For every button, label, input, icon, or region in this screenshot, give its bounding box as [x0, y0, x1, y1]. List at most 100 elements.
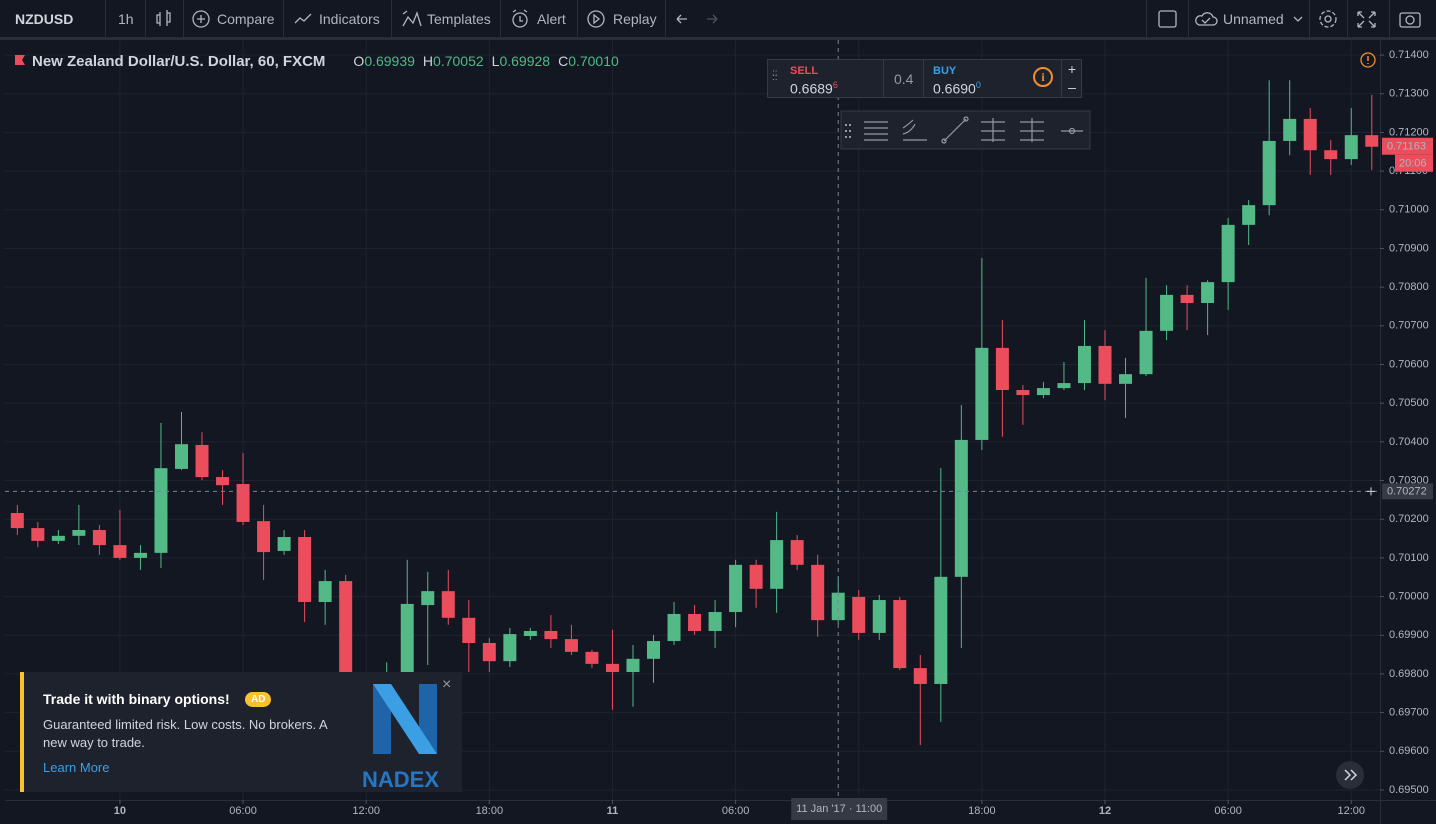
candle-body	[934, 576, 948, 684]
ohlc-key: L	[491, 53, 500, 69]
alert-icon	[512, 12, 528, 28]
candle-body	[31, 528, 45, 541]
drawing-tools	[845, 116, 1083, 144]
buy-pip: 0	[975, 80, 981, 90]
ohlc-key: O	[353, 53, 365, 69]
legend-title[interactable]: New Zealand Dollar/U.S. Dollar, 60, FXCM	[32, 52, 326, 70]
ad-logo	[373, 684, 437, 754]
toolbar-icons	[156, 9, 1421, 28]
ohlc-key: C	[558, 53, 569, 69]
separator	[883, 60, 884, 97]
candle-body	[893, 600, 907, 669]
candle-body	[688, 613, 702, 631]
candle-body	[1242, 205, 1256, 225]
crosshair-time-label: 11 Jan '17 · 11:00	[796, 803, 882, 815]
candle-body	[790, 540, 804, 565]
cloud-icon	[1195, 12, 1218, 26]
alert-button[interactable]: Alert	[537, 11, 566, 27]
logo-stroke	[373, 684, 437, 754]
layout-name[interactable]: Unnamed	[1223, 11, 1284, 27]
candle-body	[441, 591, 455, 618]
x-tick-label: 12	[1099, 805, 1111, 817]
interval[interactable]: 1h	[118, 11, 134, 27]
candle-body	[626, 658, 640, 672]
candle-body	[1221, 224, 1235, 283]
ad-link[interactable]: Learn More	[43, 760, 110, 775]
separator	[391, 0, 392, 38]
y-tick-label: 0.70000	[1389, 590, 1429, 602]
separator	[183, 0, 184, 38]
candle-body	[174, 444, 188, 469]
candle-body	[1057, 383, 1071, 389]
y-tick-label: 0.70400	[1389, 436, 1429, 448]
candle-body	[708, 612, 722, 631]
compare-button[interactable]: Compare	[217, 11, 275, 27]
y-tick-label: 0.71200	[1389, 126, 1429, 138]
candle-body	[462, 617, 476, 643]
scroll-icon	[1344, 769, 1358, 781]
candle-body	[852, 596, 866, 633]
candle-body	[1344, 135, 1358, 160]
y-tick-label: 0.69900	[1389, 629, 1429, 641]
sell-price[interactable]: 0.66896	[790, 80, 838, 97]
tool-fan	[902, 119, 927, 141]
ohlc-key: H	[422, 53, 434, 69]
y-tick-label: 0.70600	[1389, 358, 1429, 370]
candle-body	[1180, 294, 1194, 304]
candle-body	[544, 630, 558, 640]
candle-body	[51, 535, 65, 541]
y-tick-label: 0.70800	[1389, 281, 1429, 293]
separator	[1188, 0, 1189, 38]
separator	[283, 0, 284, 38]
candle-body	[523, 630, 537, 637]
candle-body	[154, 468, 168, 553]
x-tick-label: 12:00	[1338, 805, 1366, 817]
y-tick-label: 0.71400	[1389, 49, 1429, 61]
separator	[1309, 0, 1310, 38]
candle-body	[10, 513, 24, 529]
ad-body: Guaranteed limited risk. Low costs. No b…	[43, 717, 327, 750]
buy-label[interactable]: BUY	[933, 65, 957, 77]
drag-handle: ::::	[772, 68, 778, 83]
candle-body	[318, 581, 332, 602]
separator	[500, 0, 501, 38]
last-price-tag	[1382, 137, 1433, 155]
candle-body	[1365, 135, 1379, 147]
y-tick-label: 0.70700	[1389, 320, 1429, 332]
ad-close[interactable]: ×	[442, 676, 452, 693]
tool-fib	[864, 121, 888, 141]
x-tick-label: 12:00	[352, 805, 380, 817]
tool-line	[943, 118, 967, 142]
sell-label[interactable]: SELL	[790, 65, 819, 77]
size-buttons[interactable]: + –	[1061, 60, 1082, 97]
ohlc-value: 0.69939	[364, 53, 415, 69]
templates-button[interactable]: Templates	[427, 11, 491, 27]
candle-body	[1139, 330, 1153, 375]
warning-icon[interactable]	[1360, 52, 1376, 68]
separator	[145, 0, 146, 38]
separator	[1389, 0, 1390, 38]
crosshair-price-tag	[1382, 483, 1433, 500]
candle-body	[975, 347, 989, 440]
candle-body	[913, 668, 927, 684]
separator	[923, 60, 924, 97]
symbol[interactable]: NZDUSD	[15, 11, 74, 27]
y-tick-label: 0.70200	[1389, 513, 1429, 525]
buy-price[interactable]: 0.66900	[933, 80, 981, 97]
candle-body	[277, 536, 291, 551]
indicators-button[interactable]: Indicators	[319, 11, 380, 27]
y-tick-label: 0.70500	[1389, 397, 1429, 409]
candle-body	[503, 634, 517, 662]
info-button[interactable]: i	[1033, 67, 1053, 87]
tool-range	[981, 118, 1005, 142]
candle-body	[831, 592, 845, 621]
ad-brand: NADEX	[362, 767, 440, 792]
legend: New Zealand Dollar/U.S. Dollar, 60, FXCM…	[13, 51, 619, 71]
chart-type-icon	[156, 10, 171, 26]
replay-button[interactable]: Replay	[613, 11, 657, 27]
candle-body	[1303, 118, 1317, 151]
y-tick-label: 0.69500	[1389, 784, 1429, 796]
candle-body	[421, 591, 435, 606]
fullscreen-icon	[1158, 10, 1177, 28]
